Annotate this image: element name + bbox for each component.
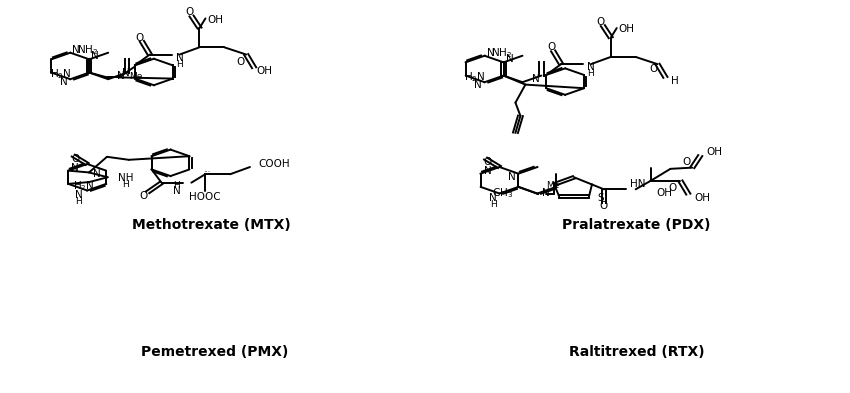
Text: O: O <box>185 7 194 17</box>
Text: N: N <box>75 190 82 200</box>
Text: OH: OH <box>694 193 711 203</box>
Text: H$_2$N: H$_2$N <box>72 179 94 193</box>
Text: ···: ··· <box>649 178 655 187</box>
Text: O: O <box>139 191 148 201</box>
Text: N: N <box>122 68 130 78</box>
Text: O: O <box>547 42 555 52</box>
Text: H$_2$N: H$_2$N <box>50 67 71 81</box>
Text: O: O <box>597 17 605 27</box>
Text: Pemetrexed (PMX): Pemetrexed (PMX) <box>141 345 288 359</box>
Text: CH$_3$: CH$_3$ <box>492 186 513 200</box>
Text: N: N <box>117 71 125 81</box>
Text: HOOC: HOOC <box>190 192 221 202</box>
Text: NH$_2$: NH$_2$ <box>76 43 98 57</box>
Text: H: H <box>587 69 593 78</box>
Text: O: O <box>136 33 144 43</box>
Text: N: N <box>173 186 181 196</box>
Text: N: N <box>507 172 515 182</box>
Text: Me: Me <box>547 181 559 190</box>
Text: Pralatrexate (PDX): Pralatrexate (PDX) <box>563 219 711 232</box>
Text: Methotrexate (MTX): Methotrexate (MTX) <box>132 219 291 232</box>
Text: COOH: COOH <box>258 159 290 169</box>
Text: N: N <box>176 53 184 62</box>
Text: N: N <box>506 54 513 64</box>
Text: O: O <box>236 57 244 67</box>
Text: OH: OH <box>619 24 635 34</box>
Text: H: H <box>490 200 496 209</box>
Text: Me: Me <box>129 72 142 81</box>
Text: S: S <box>597 193 603 203</box>
Text: O: O <box>682 157 690 167</box>
Text: N: N <box>489 193 496 203</box>
Text: ···: ··· <box>197 45 205 53</box>
Text: N: N <box>486 48 495 58</box>
Text: Raltitrexed (RTX): Raltitrexed (RTX) <box>569 345 705 359</box>
Text: N: N <box>542 188 550 198</box>
Text: H: H <box>76 197 82 206</box>
Text: OH: OH <box>656 188 672 198</box>
Text: O: O <box>649 64 657 74</box>
Text: ···: ··· <box>609 54 616 63</box>
Text: O: O <box>600 201 608 211</box>
Text: H: H <box>173 181 180 190</box>
Text: H: H <box>122 180 129 189</box>
Text: H$_2$N: H$_2$N <box>464 70 485 84</box>
Text: N: N <box>91 51 99 61</box>
Text: OH: OH <box>256 66 272 76</box>
Text: N: N <box>60 77 67 87</box>
Text: N: N <box>72 45 80 55</box>
Text: N: N <box>474 80 482 90</box>
Text: N: N <box>531 73 540 84</box>
Text: NH: NH <box>117 173 133 184</box>
Text: N: N <box>71 163 79 173</box>
Text: O: O <box>668 183 677 193</box>
Text: O: O <box>71 154 79 164</box>
Text: O: O <box>484 157 491 167</box>
Text: N: N <box>587 62 595 72</box>
Text: H: H <box>176 60 183 69</box>
Text: NH$_2$: NH$_2$ <box>491 46 512 60</box>
Text: N: N <box>484 165 491 176</box>
Text: H: H <box>672 76 679 86</box>
Text: OH: OH <box>207 15 224 25</box>
Text: ···: ··· <box>203 169 211 178</box>
Text: HN: HN <box>630 180 645 189</box>
Text: OH: OH <box>706 147 722 157</box>
Text: N: N <box>94 169 101 179</box>
